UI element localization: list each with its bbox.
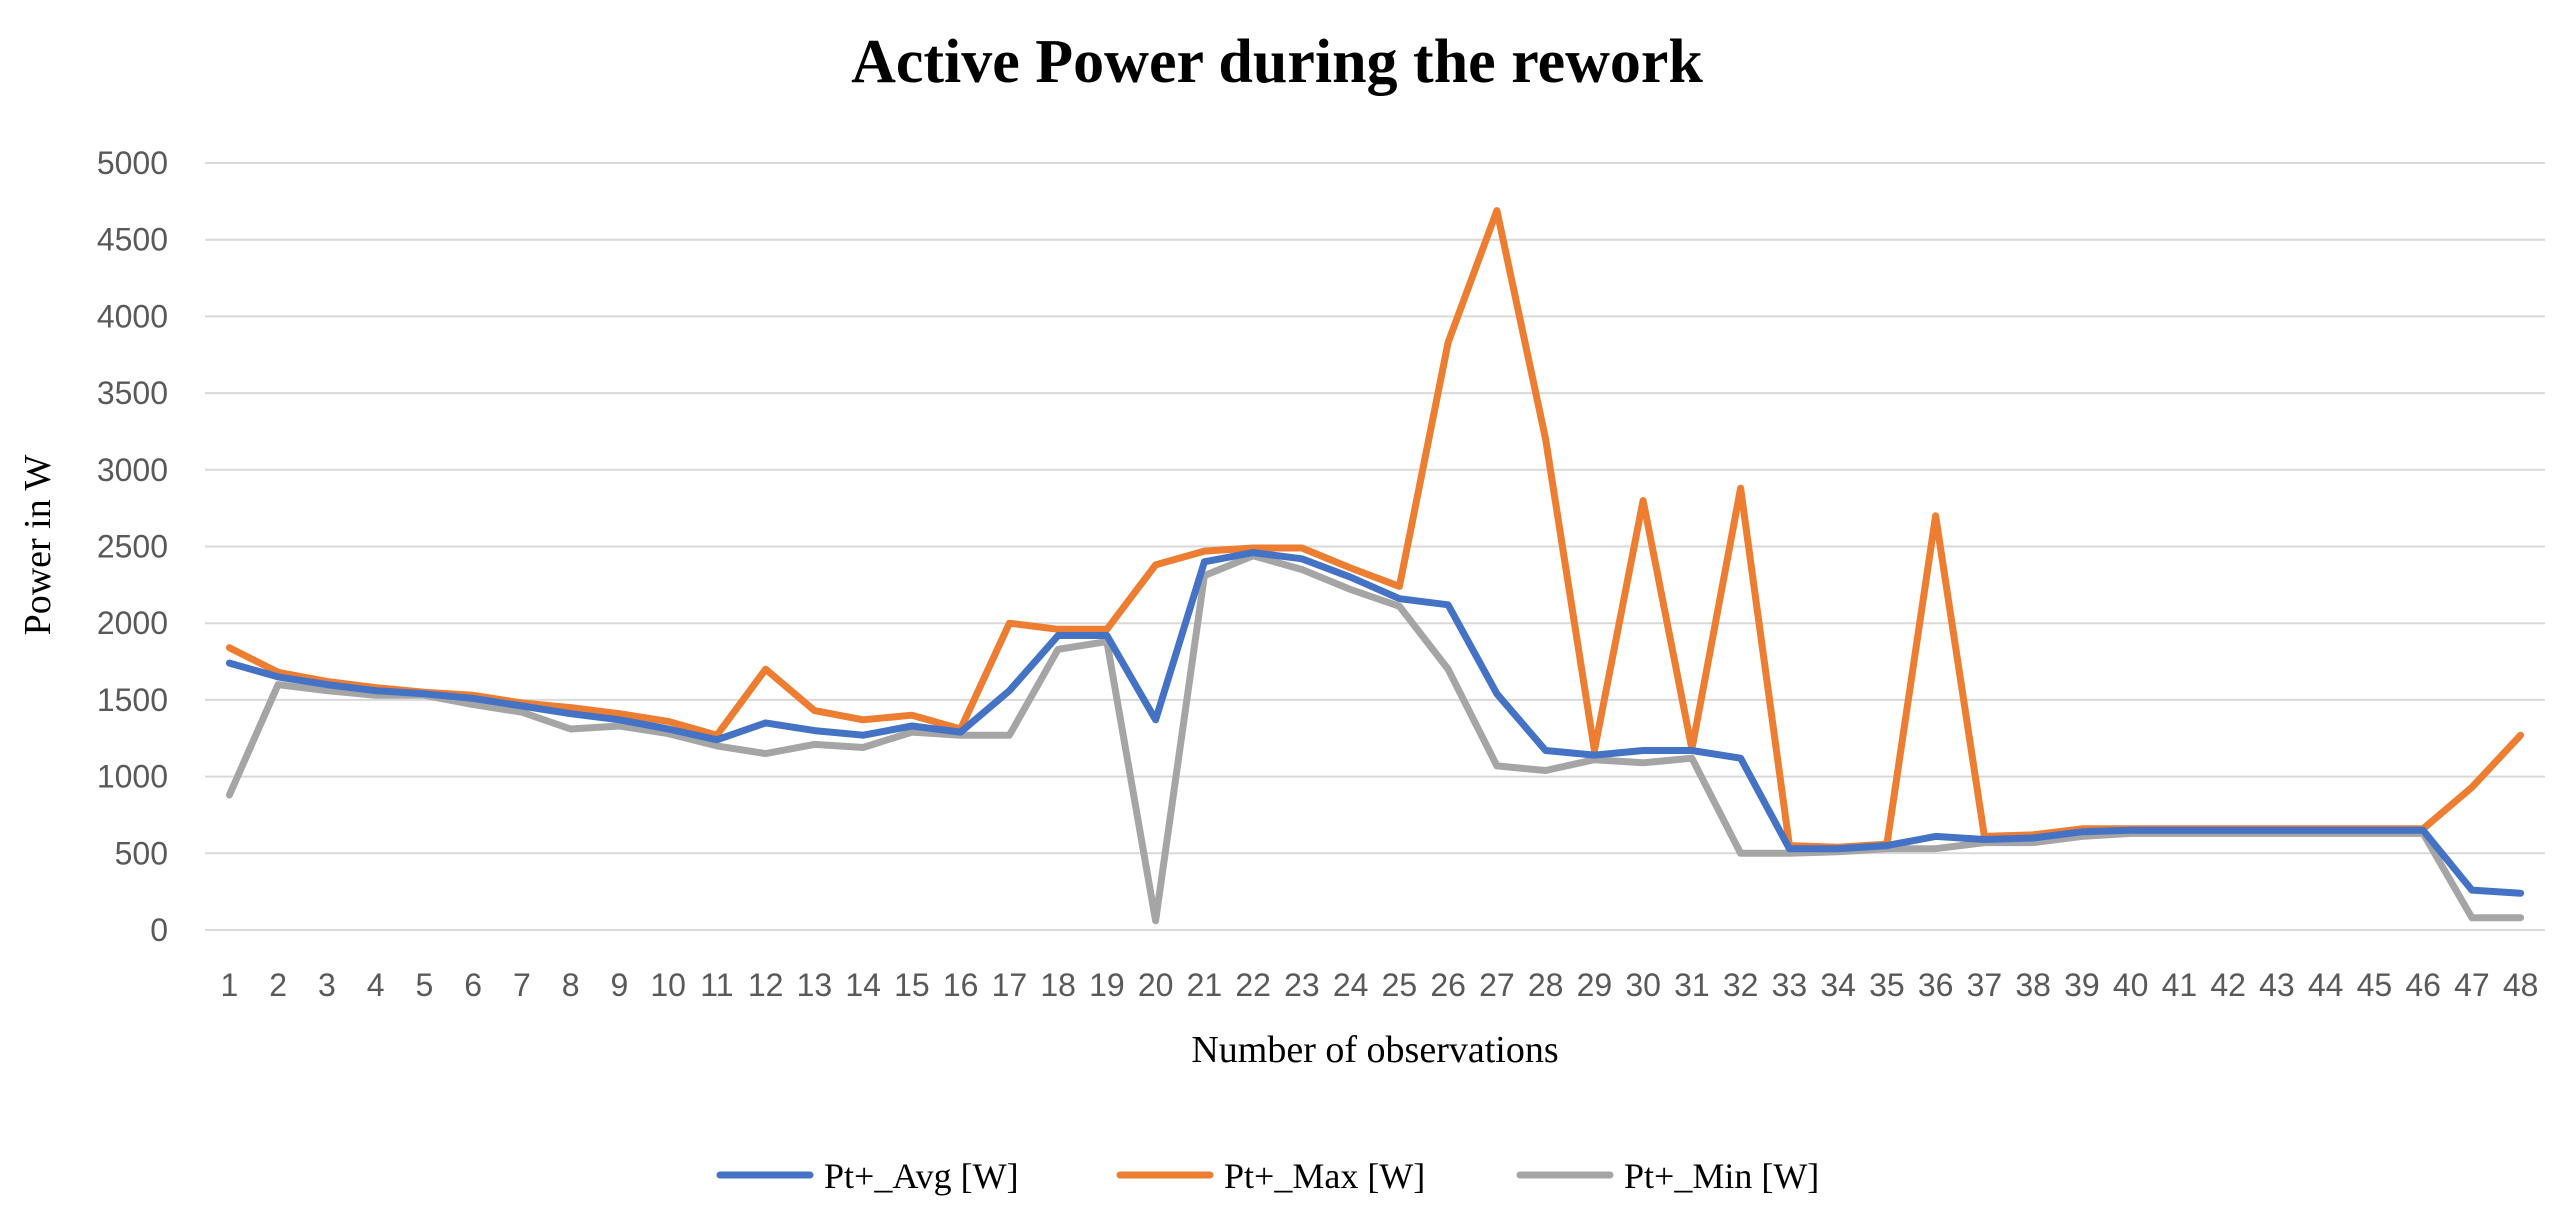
x-tick-label: 33: [1772, 967, 1808, 1003]
x-tick-label: 34: [1820, 967, 1856, 1003]
y-tick-label: 500: [115, 835, 168, 871]
y-tick-label: 2500: [97, 529, 168, 565]
x-tick-label: 44: [2308, 967, 2344, 1003]
x-tick-label: 12: [748, 967, 784, 1003]
x-tick-label: 28: [1528, 967, 1564, 1003]
x-tick-label: 43: [2259, 967, 2295, 1003]
x-tick-label: 11: [700, 967, 733, 1003]
x-tick-label: 24: [1333, 967, 1369, 1003]
gridlines: [205, 162, 2545, 931]
x-tick-label: 31: [1674, 967, 1710, 1003]
y-tick-label: 3500: [97, 375, 168, 411]
x-tick-label: 19: [1089, 967, 1125, 1003]
x-axis-label: Number of observations: [1191, 1029, 1558, 1071]
x-tick-label: 13: [797, 967, 833, 1003]
x-tick-label: 32: [1723, 967, 1759, 1003]
x-tick-label: 30: [1625, 967, 1661, 1003]
x-tick-label: 7: [513, 967, 531, 1003]
x-tick-label: 27: [1479, 967, 1515, 1003]
x-axis-ticks: 1 2 3 4 5 6 7 8 9 10 11 12 13 14 15 16 17 18 19 20 21 22 23 24 2…: [220, 967, 2538, 1003]
x-tick-label: 17: [992, 967, 1028, 1003]
x-tick-label: 47: [2454, 967, 2490, 1003]
x-tick-label: 20: [1138, 967, 1174, 1003]
x-tick-label: 15: [894, 967, 930, 1003]
y-tick-label: 2000: [97, 605, 168, 641]
x-tick-label: 41: [2162, 967, 2198, 1003]
y-tick-label: 1500: [97, 682, 168, 718]
series-lines: [225, 207, 2525, 925]
y-tick-label: 5000: [97, 145, 168, 181]
series-line-1: [225, 207, 2525, 851]
y-tick-label: 3000: [97, 452, 168, 488]
legend-label: Pt+_Min [W]: [1624, 1156, 1819, 1196]
x-tick-label: 40: [2113, 967, 2149, 1003]
x-tick-label: 36: [1918, 967, 1954, 1003]
chart-title: Active Power during the rework: [851, 28, 1703, 96]
x-tick-label: 39: [2064, 967, 2100, 1003]
x-tick-label: 45: [2357, 967, 2393, 1003]
x-tick-label: 16: [943, 967, 979, 1003]
x-tick-label: 18: [1040, 967, 1076, 1003]
x-tick-label: 4: [367, 967, 385, 1003]
y-tick-label: 0: [150, 912, 168, 948]
x-tick-label: 21: [1187, 967, 1223, 1003]
legend: Pt+_Avg [W] Pt+_Max [W] Pt+_Min [W]: [716, 1156, 1819, 1196]
x-tick-label: 25: [1382, 967, 1418, 1003]
y-axis-ticks: 0 500 1000 1500 2000 2500 3000 3500 4000 4500 5000: [97, 145, 168, 948]
x-tick-label: 10: [650, 967, 686, 1003]
legend-label: Pt+_Max [W]: [1224, 1156, 1425, 1196]
y-axis-label: Power in W: [17, 454, 59, 635]
x-tick-label: 42: [2210, 967, 2246, 1003]
x-tick-label: 3: [318, 967, 336, 1003]
y-tick-label: 4500: [97, 222, 168, 258]
y-tick-label: 1000: [97, 759, 168, 795]
x-tick-label: 2: [269, 967, 287, 1003]
x-tick-label: 38: [2015, 967, 2051, 1003]
x-tick-label: 22: [1235, 967, 1271, 1003]
x-tick-label: 6: [464, 967, 482, 1003]
x-tick-label: 46: [2405, 967, 2441, 1003]
x-tick-label: 48: [2503, 967, 2539, 1003]
series-line-0: [225, 549, 2525, 897]
y-tick-label: 4000: [97, 298, 168, 334]
x-tick-label: 9: [610, 967, 628, 1003]
x-tick-label: 26: [1430, 967, 1466, 1003]
x-tick-label: 37: [1967, 967, 2003, 1003]
legend-label: Pt+_Avg [W]: [824, 1156, 1019, 1196]
x-tick-label: 1: [220, 967, 238, 1003]
x-tick-label: 23: [1284, 967, 1320, 1003]
x-tick-label: 14: [845, 967, 881, 1003]
x-tick-label: 35: [1869, 967, 1905, 1003]
x-tick-label: 29: [1577, 967, 1613, 1003]
series-line-2: [225, 552, 2525, 925]
x-tick-label: 8: [562, 967, 580, 1003]
x-tick-label: 5: [415, 967, 433, 1003]
